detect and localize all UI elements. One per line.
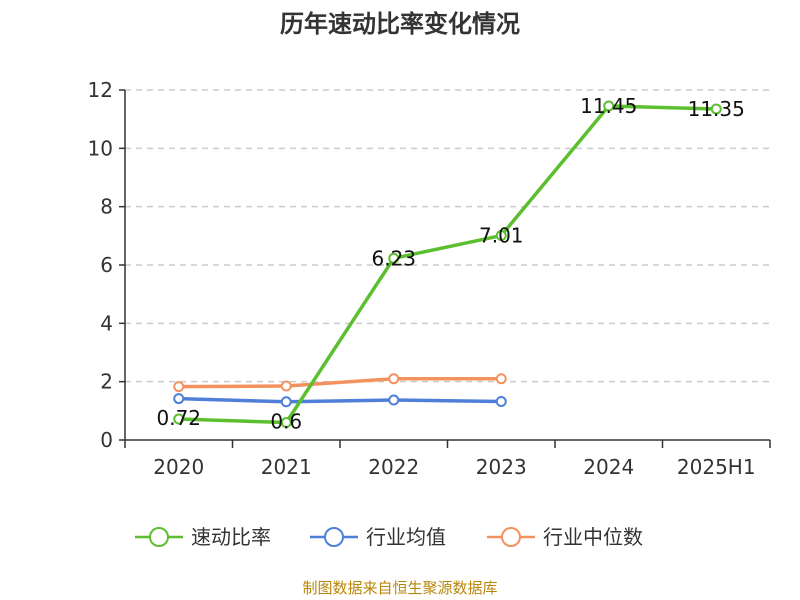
- y-tick-label: 2: [100, 370, 113, 394]
- data-label: 7.01: [479, 224, 524, 248]
- series-lines: [173, 100, 722, 428]
- data-point: [603, 100, 615, 112]
- y-tick-label: 4: [100, 311, 113, 335]
- x-tick-label: 2023: [476, 455, 527, 479]
- data-labels: 0.72 0.6 6.23 7.01 11.45 11.35: [156, 94, 744, 433]
- x-tick-label: 2022: [368, 455, 419, 479]
- data-point: [388, 394, 400, 406]
- legend-label: 速动比率: [191, 525, 271, 549]
- x-tick-label: 2025H1: [677, 455, 756, 479]
- data-label: 0.6: [270, 410, 302, 434]
- legend-item[interactable]: 行业中位数: [487, 525, 643, 549]
- data-point: [495, 396, 507, 407]
- data-point: [280, 417, 292, 428]
- data-point: [495, 230, 507, 242]
- legend[interactable]: 速动比率 行业均值 行业中位数: [135, 525, 643, 549]
- grid-lines: [125, 89, 770, 383]
- y-tick-label: 8: [100, 195, 113, 219]
- data-point: [280, 396, 292, 408]
- data-label: 6.23: [371, 246, 416, 270]
- legend-label: 行业均值: [366, 525, 446, 549]
- x-tick-label: 2024: [583, 455, 634, 479]
- legend-label: 行业中位数: [543, 525, 643, 549]
- chart-title: 历年速动比率变化情况: [280, 10, 520, 38]
- legend-item[interactable]: 速动比率: [135, 525, 271, 549]
- series-line: [178, 104, 717, 425]
- legend-item[interactable]: 行业均值: [310, 525, 446, 549]
- data-label: 0.72: [156, 406, 201, 430]
- y-tick-label: 0: [100, 428, 113, 452]
- legend-swatch-marker: [324, 527, 344, 547]
- series-line: [178, 396, 502, 404]
- data-point: [495, 373, 507, 385]
- axes: 0 2 4 6 8 10 12 2020 2021 2022 2023 2024 2025H1: [88, 78, 771, 479]
- legend-swatch-marker: [501, 527, 521, 547]
- series-line: [178, 377, 502, 389]
- data-point: [280, 380, 292, 392]
- data-point: [388, 252, 400, 264]
- data-label: 11.45: [580, 94, 637, 118]
- x-tick-label: 2021: [261, 455, 312, 479]
- y-tick-label: 6: [100, 253, 113, 277]
- data-label: 11.35: [688, 97, 745, 121]
- data-point: [710, 103, 722, 115]
- data-point: [173, 393, 185, 405]
- data-point: [173, 381, 185, 393]
- y-tick-label: 12: [88, 78, 113, 102]
- source-note: 制图数据来自恒生聚源数据库: [302, 579, 498, 597]
- y-tick-label: 10: [88, 136, 113, 160]
- legend-swatch-marker: [149, 527, 169, 547]
- data-point: [173, 413, 185, 425]
- data-point: [388, 373, 400, 385]
- x-tick-label: 2020: [153, 455, 204, 479]
